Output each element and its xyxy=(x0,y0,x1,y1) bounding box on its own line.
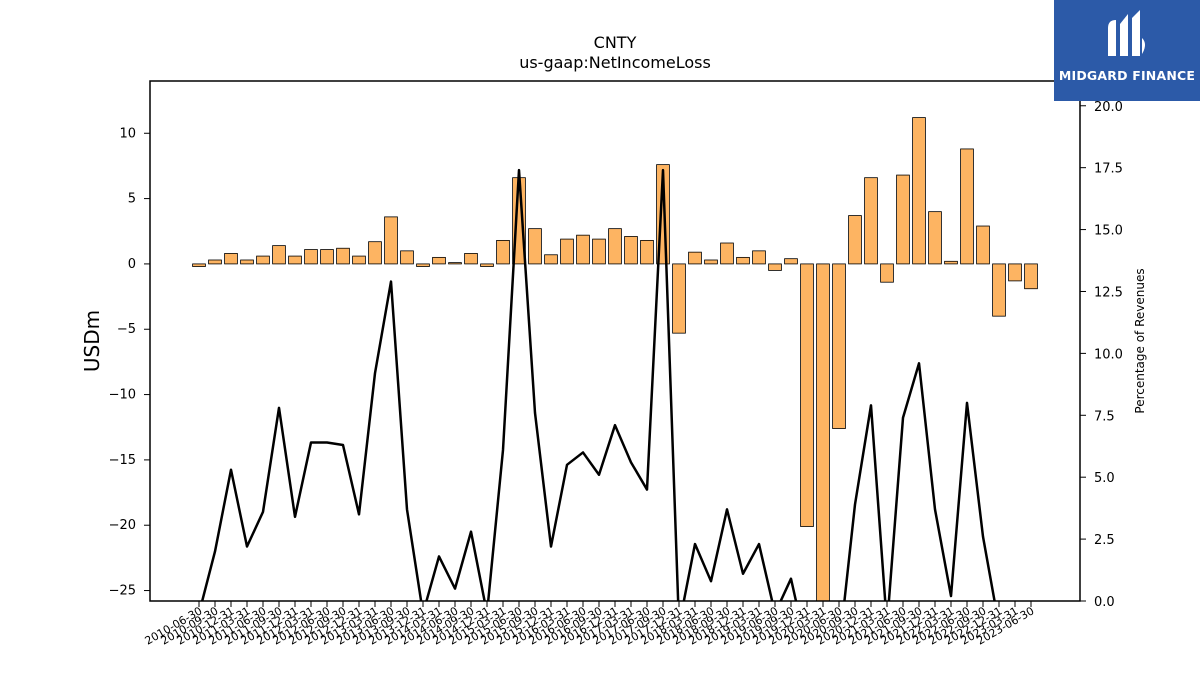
bar-2016-12-31 xyxy=(608,228,622,265)
line-series xyxy=(200,168,996,601)
bar-2021-06-30 xyxy=(896,174,910,265)
bar-2011-03-31 xyxy=(240,259,254,265)
bar-2018-06-30 xyxy=(704,259,718,265)
y-tick-label: 10 xyxy=(119,126,136,141)
bar-2015-03-31 xyxy=(496,239,510,265)
bar-2020-12-31 xyxy=(864,177,878,265)
bar-2019-03-31 xyxy=(752,250,766,265)
y2-tick-label: 20.0 xyxy=(1094,100,1123,115)
y-axis: −25 −20 −15 −10 −5 0 5 10 xyxy=(109,126,150,599)
bar-2022-06-30 xyxy=(960,148,974,265)
bar-2016-09-30 xyxy=(592,238,606,265)
bar-2019-06-30 xyxy=(768,263,782,271)
bar-2011-12-31 xyxy=(288,255,302,265)
brand-logo: MIDGARD FINANCE xyxy=(1054,0,1200,101)
bar-2023-06-30 xyxy=(1024,263,1038,290)
bar-2020-03-31 xyxy=(816,263,830,601)
bar-2020-09-30 xyxy=(848,215,862,265)
y2-axis-label: Percentage of Revenues xyxy=(1133,268,1147,413)
x-axis: 2010-06-302010-09-302010-12-312011-03-31… xyxy=(143,601,1037,648)
bar-2020-06-30 xyxy=(832,263,846,429)
y-tick-label: 5 xyxy=(128,192,136,207)
y2-tick-label: 12.5 xyxy=(1094,285,1123,300)
y2-tick-label: 7.5 xyxy=(1094,409,1115,424)
y-tick-label: −15 xyxy=(109,453,136,468)
y2-tick-label: 0.0 xyxy=(1094,595,1115,610)
bar-2016-03-31 xyxy=(560,238,574,265)
bar-2022-12-31 xyxy=(992,263,1006,317)
y-tick-label: −5 xyxy=(117,322,136,337)
y-tick-label: 0 xyxy=(128,257,136,272)
bar-2010-09-30 xyxy=(208,259,222,265)
bar-2021-03-31 xyxy=(880,263,894,283)
bar-2012-09-30 xyxy=(336,247,350,265)
bar-2013-12-31 xyxy=(416,263,430,267)
bar-2014-06-30 xyxy=(448,262,462,265)
y-axis-label: USDm xyxy=(80,310,104,372)
bar-2018-09-30 xyxy=(720,242,734,265)
y2-tick-label: 5.0 xyxy=(1094,471,1115,486)
revenue-percentage-line xyxy=(200,168,996,601)
bar-2011-06-30 xyxy=(256,255,270,265)
bar-2016-06-30 xyxy=(576,234,590,265)
y-tick-label: −25 xyxy=(109,584,136,599)
bar-2021-09-30 xyxy=(912,117,926,265)
chart-title: CNTY xyxy=(594,33,637,52)
y-tick-label: −20 xyxy=(109,518,136,533)
bar-2015-12-31 xyxy=(544,254,558,265)
bar-2013-06-30 xyxy=(384,216,398,265)
bar-2017-12-31 xyxy=(672,263,686,334)
bar-2011-09-30 xyxy=(272,245,286,265)
bar-2017-03-31 xyxy=(624,236,638,265)
bar-2013-09-30 xyxy=(400,250,414,265)
y2-tick-label: 17.5 xyxy=(1094,162,1123,177)
bar-2010-12-31 xyxy=(224,253,238,265)
bar-2023-03-31 xyxy=(1008,263,1022,282)
bar-series xyxy=(192,117,1038,601)
bar-2010-06-30 xyxy=(192,263,206,267)
bar-2019-09-30 xyxy=(784,258,798,265)
bar-2014-03-31 xyxy=(432,256,446,265)
y2-tick-label: 2.5 xyxy=(1094,533,1115,548)
bar-2022-03-31 xyxy=(944,260,958,265)
bar-2021-12-31 xyxy=(928,211,942,265)
bar-2013-03-31 xyxy=(368,241,382,265)
bar-2014-12-31 xyxy=(480,263,494,267)
bar-2019-12-31 xyxy=(800,263,814,527)
brand-name: MIDGARD FINANCE xyxy=(1058,68,1196,83)
plot-frame xyxy=(149,80,1081,602)
y2-tick-label: 10.0 xyxy=(1094,347,1123,362)
y2-axis: 0.0 2.5 5.0 7.5 10.0 12.5 15.0 17.5 20.0 xyxy=(1080,100,1123,610)
bar-2018-12-31 xyxy=(736,256,750,265)
chart-subtitle: us-gaap:NetIncomeLoss xyxy=(519,53,711,72)
bar-2018-03-31 xyxy=(688,251,702,265)
bar-2012-03-31 xyxy=(304,249,318,265)
bar-2015-09-30 xyxy=(528,228,542,265)
bar-2012-12-31 xyxy=(352,255,366,265)
midgard-logo-icon xyxy=(1108,10,1145,56)
y-tick-label: −10 xyxy=(109,388,136,403)
y2-tick-label: 15.0 xyxy=(1094,224,1123,239)
bar-2012-06-30 xyxy=(320,249,334,265)
bar-2017-06-30 xyxy=(640,239,654,265)
bar-2014-09-30 xyxy=(464,253,478,265)
bar-2022-09-30 xyxy=(976,225,990,265)
